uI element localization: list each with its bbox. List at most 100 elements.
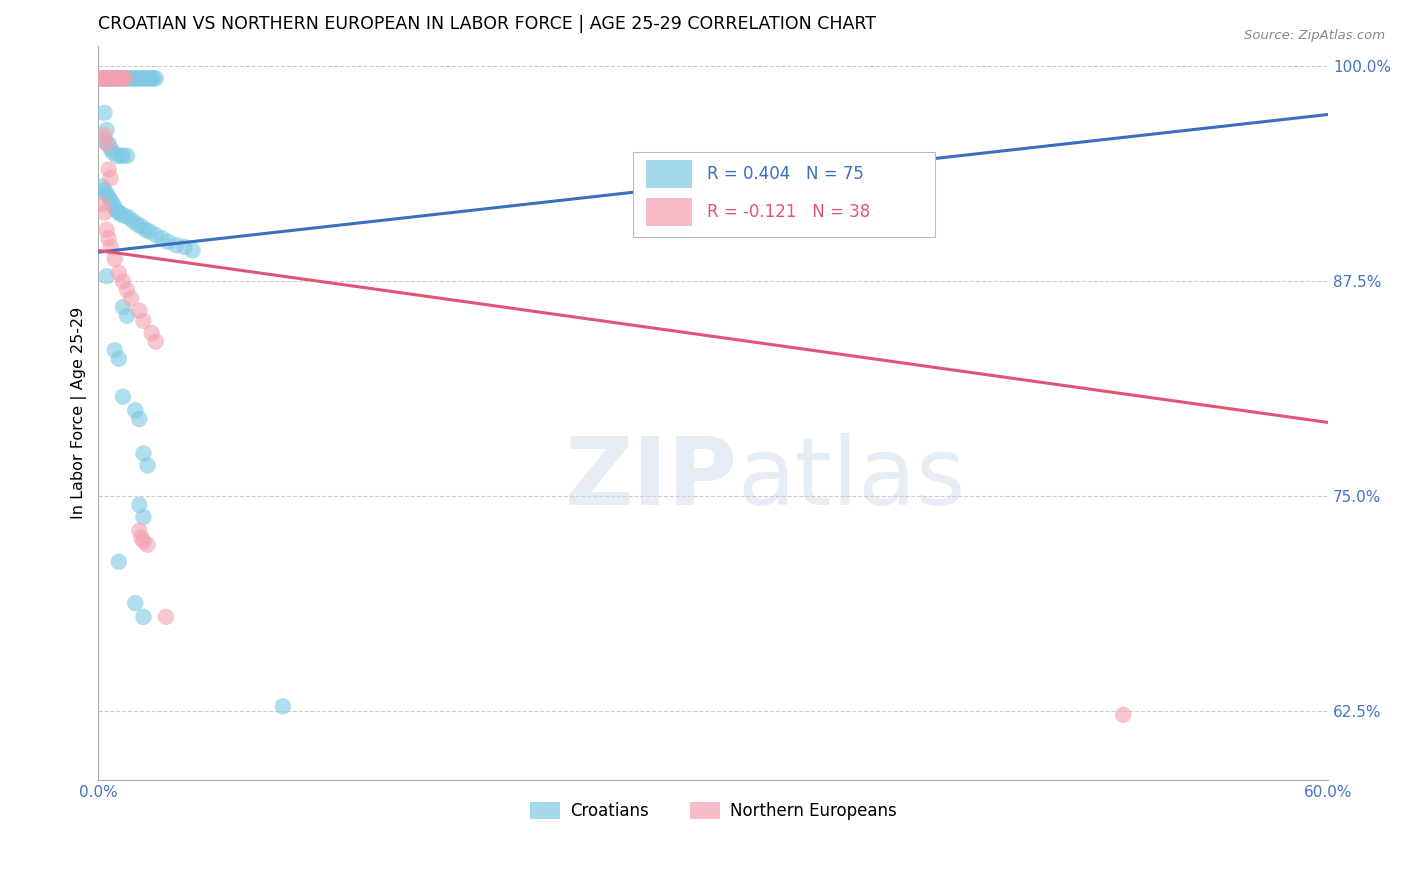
Point <box>111 274 134 288</box>
Point <box>132 610 155 624</box>
Point <box>101 197 124 211</box>
Point <box>155 610 177 624</box>
Point <box>110 207 132 221</box>
Point <box>131 531 153 545</box>
Point <box>104 200 127 214</box>
Point <box>115 283 138 297</box>
Point <box>96 123 118 137</box>
Point <box>150 231 173 245</box>
Point <box>110 71 132 86</box>
Point <box>93 183 115 197</box>
Point <box>128 71 150 86</box>
Point <box>132 510 155 524</box>
Point <box>108 555 131 569</box>
Point <box>91 71 114 86</box>
Point <box>145 71 167 86</box>
Point <box>124 596 146 610</box>
Point <box>157 235 180 249</box>
Point <box>124 403 146 417</box>
Point <box>100 71 122 86</box>
Point <box>134 223 156 237</box>
Point <box>165 238 187 252</box>
Point <box>132 534 155 549</box>
Point <box>138 71 160 86</box>
Point <box>101 71 124 86</box>
Point <box>111 149 134 163</box>
Point <box>91 197 114 211</box>
Point <box>93 205 115 219</box>
Point <box>97 136 120 151</box>
FancyBboxPatch shape <box>645 161 692 188</box>
Point <box>100 171 122 186</box>
Point <box>111 300 134 314</box>
Point <box>93 128 115 142</box>
Point <box>115 149 138 163</box>
Point <box>104 252 127 266</box>
Point <box>101 71 124 86</box>
Point <box>120 71 142 86</box>
FancyBboxPatch shape <box>645 199 692 227</box>
Point <box>96 71 118 86</box>
Point <box>111 71 134 86</box>
FancyBboxPatch shape <box>633 153 935 236</box>
Point <box>111 71 134 86</box>
Point <box>114 71 136 86</box>
Point <box>96 186 118 201</box>
Point <box>105 203 128 218</box>
Point <box>100 71 122 86</box>
Point <box>108 71 131 86</box>
Point <box>131 219 153 234</box>
Point <box>96 136 118 151</box>
Point <box>110 149 132 163</box>
Point <box>136 538 159 552</box>
Point <box>131 71 153 86</box>
Point <box>105 71 128 86</box>
Point <box>105 71 128 86</box>
Point <box>136 71 159 86</box>
Point <box>124 71 146 86</box>
Point <box>1112 707 1135 722</box>
Point <box>108 266 131 280</box>
Point <box>97 162 120 177</box>
Point <box>97 71 120 86</box>
Point <box>91 179 114 194</box>
Point <box>104 343 127 358</box>
Point <box>104 71 127 86</box>
Point <box>96 71 118 86</box>
Point <box>128 412 150 426</box>
Point <box>132 71 155 86</box>
Point <box>97 190 120 204</box>
Point <box>145 227 167 242</box>
Point <box>132 446 155 460</box>
Point <box>110 71 132 86</box>
Point <box>93 133 115 147</box>
Point <box>128 524 150 538</box>
Text: atlas: atlas <box>738 434 966 525</box>
Point <box>118 71 141 86</box>
Text: CROATIAN VS NORTHERN EUROPEAN IN LABOR FORCE | AGE 25-29 CORRELATION CHART: CROATIAN VS NORTHERN EUROPEAN IN LABOR F… <box>98 15 876 33</box>
Point <box>136 458 159 473</box>
Point <box>114 71 136 86</box>
Point <box>89 71 111 86</box>
Point <box>101 145 124 160</box>
Point <box>142 71 165 86</box>
Point <box>97 231 120 245</box>
Text: ZIP: ZIP <box>565 434 738 525</box>
Point <box>115 71 138 86</box>
Point <box>108 71 131 86</box>
Point <box>100 194 122 208</box>
Point <box>91 71 114 86</box>
Point <box>122 71 145 86</box>
Point <box>141 71 163 86</box>
Point <box>122 214 145 228</box>
Point <box>111 390 134 404</box>
Point <box>127 71 149 86</box>
Point <box>173 240 195 254</box>
Point <box>181 244 204 258</box>
Legend: Croatians, Northern Europeans: Croatians, Northern Europeans <box>523 796 904 827</box>
Point <box>97 71 120 86</box>
Point <box>118 211 141 225</box>
Point <box>108 205 131 219</box>
Text: R = -0.121   N = 38: R = -0.121 N = 38 <box>707 203 870 221</box>
Point <box>128 303 150 318</box>
